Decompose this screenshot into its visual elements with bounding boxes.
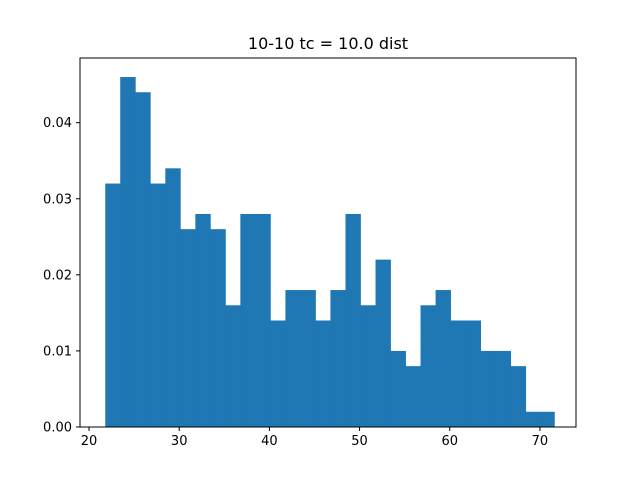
y-tick-label: 0.04	[43, 116, 72, 131]
histogram-bar	[195, 213, 211, 427]
y-tick-label: 0.03	[43, 192, 72, 207]
histogram-bar	[465, 320, 481, 427]
x-tick-label: 30	[171, 434, 188, 449]
histogram-bars	[105, 77, 555, 427]
histogram-bar	[135, 92, 151, 427]
histogram-bar	[315, 320, 331, 427]
histogram-bar	[120, 77, 136, 427]
histogram-bar	[540, 411, 555, 427]
histogram-bar	[420, 305, 436, 427]
x-tick-label: 50	[351, 434, 368, 449]
histogram-bar	[330, 290, 346, 427]
x-tick-label: 60	[441, 434, 458, 449]
histogram-bar	[165, 168, 181, 427]
x-axis-ticks: 20 30 40 50 60 70	[81, 427, 548, 449]
histogram-bar	[480, 350, 497, 427]
histogram-bar	[390, 350, 406, 427]
x-tick-label: 20	[81, 434, 98, 449]
histogram-bar	[510, 366, 527, 427]
histogram-bar	[180, 229, 196, 427]
histogram-bar	[345, 213, 361, 427]
histogram-bar	[405, 366, 421, 427]
histogram-bar	[240, 213, 256, 427]
histogram-bar	[525, 411, 542, 427]
histogram-bar	[450, 320, 467, 427]
chart-title: 10-10 tc = 10.0 dist	[248, 34, 408, 53]
y-axis-ticks: 0.00 0.01 0.02 0.03 0.04	[43, 116, 80, 436]
histogram-bar	[270, 320, 286, 427]
y-tick-label: 0.00	[43, 421, 72, 436]
histogram-bar	[210, 229, 226, 427]
x-tick-label: 70	[532, 434, 549, 449]
histogram-bar	[255, 213, 271, 427]
histogram-bar	[150, 183, 166, 427]
histogram-bar	[285, 290, 301, 427]
histogram-bar	[225, 305, 241, 427]
histogram-bar	[435, 290, 451, 427]
y-tick-label: 0.02	[43, 268, 72, 283]
histogram-bar	[360, 305, 376, 427]
axes-frame	[79, 57, 577, 428]
histogram-bar	[495, 350, 512, 427]
histogram-bar	[300, 290, 316, 427]
y-tick-label: 0.01	[43, 344, 72, 359]
histogram-bar	[375, 259, 391, 427]
histogram-bar	[105, 183, 121, 427]
x-tick-label: 40	[261, 434, 278, 449]
